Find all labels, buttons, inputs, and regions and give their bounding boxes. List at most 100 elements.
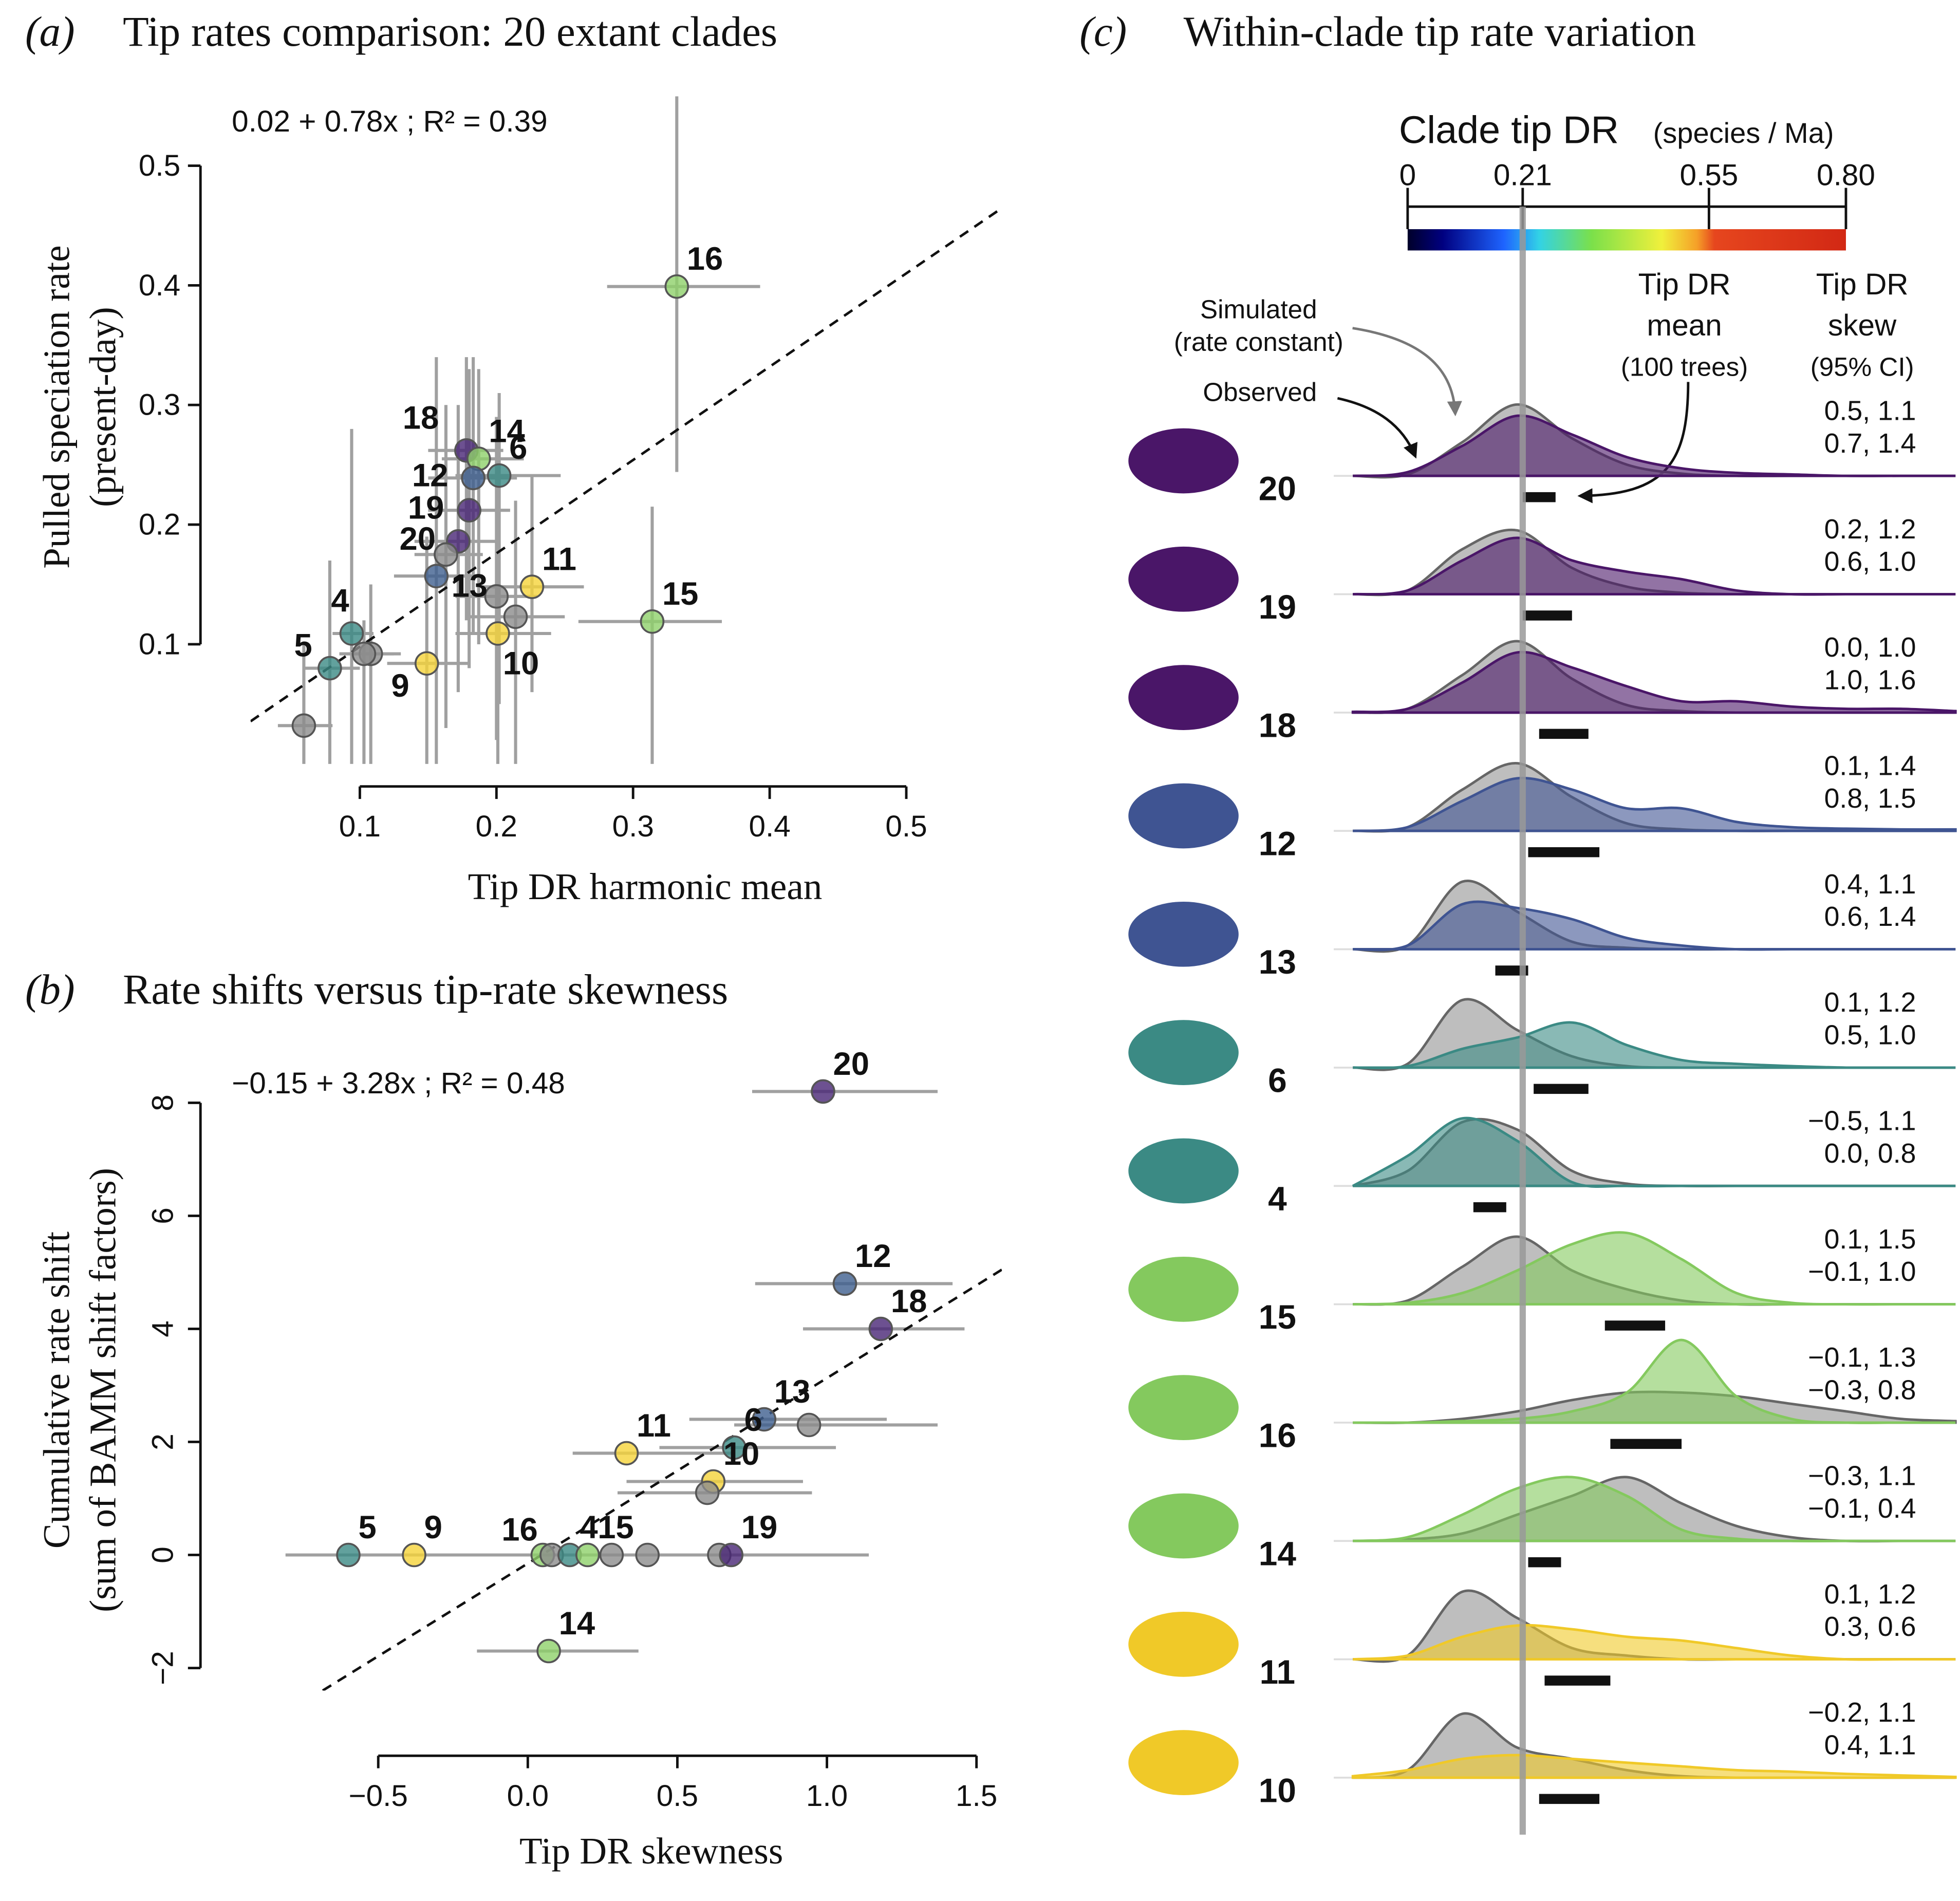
point-label: 10: [723, 1436, 759, 1472]
skew-simulated: 0.1, 1.2: [1824, 987, 1916, 1018]
point: [414, 651, 439, 676]
x-tick-label: −0.5: [348, 1779, 407, 1813]
skew-observed: 0.7, 1.4: [1824, 428, 1916, 459]
mean-range: [1528, 1557, 1561, 1568]
point-label: 6: [744, 1402, 762, 1438]
point: [695, 1480, 720, 1505]
arrow: [1577, 382, 1690, 504]
point: [457, 498, 481, 523]
silhouette: [1128, 1020, 1239, 1086]
annotation: Observed: [1203, 377, 1317, 406]
fit-equation: 0.02 + 0.78x ; R² = 0.39: [232, 105, 548, 138]
x-tick-label: 0.5: [885, 810, 927, 843]
y-tick-label: 6: [146, 1207, 180, 1224]
observed-density: [1353, 776, 1957, 832]
point-label: 9: [391, 668, 409, 704]
silhouette: [1128, 1611, 1239, 1677]
point: [832, 1271, 857, 1296]
colorbar-tick-label: 0.21: [1494, 159, 1552, 192]
silhouette: [1128, 901, 1239, 967]
y-tick-label: 0.3: [139, 388, 180, 422]
mean-range: [1522, 492, 1556, 502]
point: [635, 1542, 660, 1568]
point-label: 13: [774, 1374, 810, 1410]
mean-range: [1604, 1320, 1666, 1331]
silhouette: [1128, 546, 1239, 612]
colorbar-tick-label: 0: [1399, 159, 1416, 192]
point-label: 6: [509, 430, 527, 466]
point-label: 14: [489, 413, 525, 449]
observed-density: [1351, 1754, 1957, 1779]
skew-simulated: 0.2, 1.2: [1824, 514, 1916, 545]
point: [664, 274, 689, 299]
y-tick-label: 0.2: [139, 508, 180, 542]
x-tick-label: 0.1: [339, 810, 381, 843]
point: [640, 609, 665, 634]
point-label: 9: [424, 1509, 442, 1545]
observed-density: [1353, 414, 1956, 477]
x-axis-title: Tip DR skewness: [519, 1830, 783, 1872]
clade-label: 19: [1259, 588, 1296, 626]
mean-range: [1539, 1794, 1600, 1804]
observed-density: [1353, 1231, 1956, 1306]
clade-label: 16: [1259, 1416, 1296, 1454]
skew-simulated: −0.3, 1.1: [1808, 1460, 1916, 1491]
point: [434, 542, 458, 567]
point: [536, 1638, 561, 1664]
y-axis-title: Cumulative rate shift: [35, 1232, 77, 1549]
x-tick-label: 1.5: [956, 1779, 997, 1813]
point: [719, 1542, 744, 1568]
fit-line: [320, 1269, 1002, 1691]
point: [424, 564, 449, 588]
annotation: (rate constant): [1174, 327, 1343, 357]
point-label: 15: [662, 576, 698, 612]
y-tick-label: 2: [146, 1433, 180, 1450]
y-axis-title: (sum of BAMM shift factors): [82, 1168, 124, 1612]
annotation: mean: [1647, 309, 1722, 342]
point: [575, 1542, 600, 1568]
y-tick-label: 0.4: [139, 269, 180, 302]
clade-label: 11: [1260, 1653, 1296, 1691]
mean-range: [1610, 1439, 1682, 1449]
point-label: 19: [408, 490, 444, 526]
x-tick-label: 0.0: [507, 1779, 549, 1813]
colorbar-tick-label: 0.80: [1817, 159, 1875, 192]
x-tick-label: 0.5: [657, 1779, 698, 1813]
point-label: 11: [542, 542, 576, 577]
point: [339, 621, 364, 646]
silhouette: [1128, 1138, 1239, 1204]
panel-title: Rate shifts versus tip-rate skewness: [123, 966, 728, 1013]
skew-observed: 0.5, 1.0: [1824, 1020, 1916, 1051]
panel-title: Tip rates comparison: 20 extant clades: [123, 8, 777, 55]
skew-observed: 0.6, 1.0: [1824, 546, 1916, 577]
observed-density: [1351, 650, 1957, 714]
annotation: (100 trees): [1621, 352, 1748, 382]
skew-simulated: −0.2, 1.1: [1808, 1697, 1916, 1728]
mean-range: [1473, 1202, 1506, 1213]
fit-line: [250, 207, 1002, 722]
point: [752, 1407, 777, 1432]
skew-observed: 0.4, 1.1: [1824, 1730, 1916, 1761]
clade-label: 14: [1259, 1535, 1297, 1573]
clade-label: 4: [1268, 1180, 1287, 1218]
panel-label: (b): [25, 966, 75, 1013]
point-label: 5: [294, 628, 312, 664]
mean-range: [1528, 847, 1600, 858]
observed-density: [1352, 1116, 1956, 1188]
skew-simulated: 0.1, 1.4: [1824, 750, 1916, 781]
y-tick-label: −2: [146, 1651, 180, 1685]
silhouette: [1128, 1730, 1239, 1796]
point-label: 4: [331, 583, 349, 619]
point-label: 13: [452, 568, 488, 604]
skew-observed: 0.3, 0.6: [1824, 1611, 1916, 1642]
point: [503, 604, 528, 629]
clade-label: 20: [1259, 470, 1296, 508]
point: [614, 1441, 639, 1466]
clade-label: 6: [1268, 1061, 1287, 1099]
point-label: 4: [580, 1509, 598, 1545]
point: [519, 574, 545, 599]
clade-label: 12: [1259, 825, 1296, 863]
skew-simulated: 0.1, 1.2: [1824, 1579, 1916, 1610]
fit-equation: −0.15 + 3.28x ; R² = 0.48: [232, 1067, 565, 1100]
